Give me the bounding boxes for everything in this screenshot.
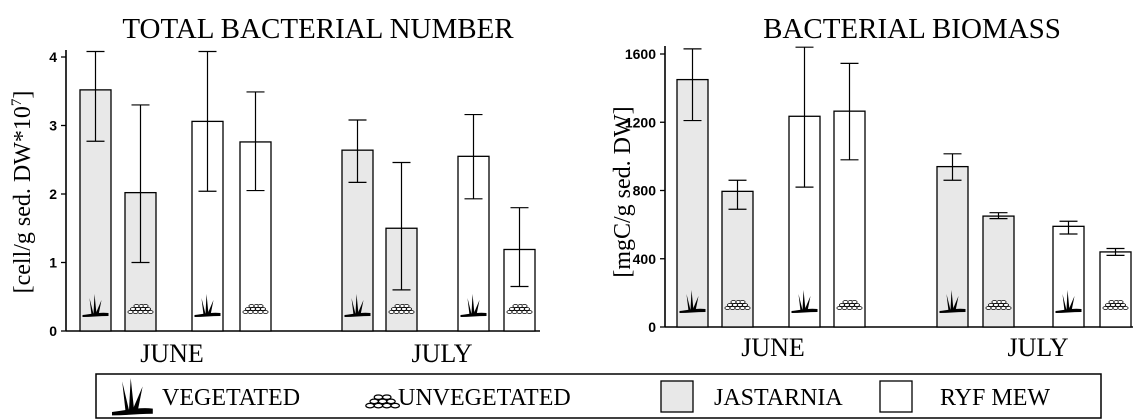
legend-unvegetated-label: UNVEGETATED bbox=[398, 385, 571, 411]
unvegetated-icon bbox=[242, 304, 269, 314]
chart-left-title: TOTAL BACTERIAL NUMBER bbox=[122, 13, 514, 45]
bar bbox=[982, 215, 1015, 328]
unvegetated-icon bbox=[724, 300, 751, 310]
y-tick-label: 3 bbox=[49, 118, 57, 134]
vegetated-icon bbox=[112, 378, 153, 416]
chart-right-title: BACTERIAL BIOMASS bbox=[763, 13, 1061, 45]
bar bbox=[1099, 251, 1132, 328]
chart-right-plot: 0 400 800 1200 1600 bbox=[625, 46, 1133, 335]
chart-right: BACTERIAL BIOMASS [mgC/g sed. DW] 0 400 80… bbox=[610, 13, 1133, 362]
chart-right-ylabel: [mgC/g sed. DW] bbox=[610, 106, 636, 277]
unvegetated-icon bbox=[985, 300, 1012, 310]
y-tick-label: 4 bbox=[49, 49, 57, 65]
vegetated-icon bbox=[460, 294, 487, 317]
legend-jastarnia-swatch bbox=[660, 380, 694, 413]
legend-jastarnia-label: JASTARNIA bbox=[714, 385, 843, 411]
legend-ryf-mew-swatch bbox=[879, 380, 913, 413]
chart-left: TOTAL BACTERIAL NUMBER [cell/g sed. DW*1… bbox=[9, 13, 540, 368]
legend: VEGETATED UNVEGETATED JASTARNIA RYF MEW bbox=[95, 373, 1102, 419]
unvegetated-icon bbox=[388, 304, 415, 314]
y-tick-label: 400 bbox=[633, 251, 657, 267]
unvegetated-icon bbox=[836, 300, 863, 310]
chart-left-group-july: JULY bbox=[412, 339, 473, 368]
vegetated-icon bbox=[791, 290, 818, 313]
vegetated-icon bbox=[82, 294, 109, 317]
vegetated-icon bbox=[939, 290, 966, 313]
unvegetated-icon bbox=[1102, 300, 1129, 310]
unvegetated-icon bbox=[506, 304, 533, 314]
unvegetated-icon bbox=[365, 394, 401, 409]
y-tick-label: 0 bbox=[49, 323, 57, 339]
unvegetated-icon bbox=[127, 304, 154, 314]
y-tick-label: 0 bbox=[648, 319, 656, 335]
y-tick-label: 1200 bbox=[625, 114, 656, 130]
chart-right-group-july: JULY bbox=[1008, 333, 1069, 362]
vegetated-icon bbox=[194, 294, 221, 317]
vegetated-icon bbox=[344, 294, 371, 317]
y-tick-label: 1600 bbox=[625, 46, 656, 62]
y-tick-label: 800 bbox=[633, 183, 657, 199]
legend-ryf-mew-label: RYF MEW bbox=[940, 385, 1050, 411]
chart-left-group-june: JUNE bbox=[140, 339, 204, 368]
vegetated-icon bbox=[1055, 290, 1082, 313]
chart-left-ylabel: [cell/g sed. DW*107] bbox=[9, 91, 36, 294]
y-tick-label: 2 bbox=[49, 186, 57, 202]
legend-vegetated-label: VEGETATED bbox=[162, 385, 300, 411]
chart-right-group-june: JUNE bbox=[741, 333, 805, 362]
vegetated-icon bbox=[679, 290, 706, 313]
legend-box bbox=[95, 373, 1102, 419]
chart-left-plot: 0 1 2 3 4 bbox=[49, 49, 540, 339]
y-tick-label: 1 bbox=[49, 255, 57, 271]
